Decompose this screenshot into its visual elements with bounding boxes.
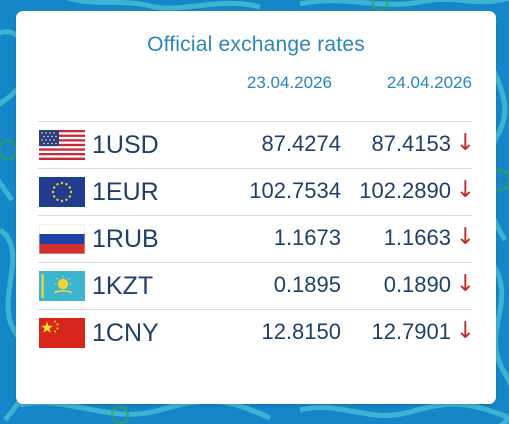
arrow-down-icon: ↓ — [455, 224, 475, 250]
rate-previous: 12.8150 — [261, 319, 341, 344]
rates-table: 1USD 87.4274 87.4153 ↓ 1EUR 102.7534 — [38, 121, 475, 356]
rate-row-usd: 1USD 87.4274 87.4153 ↓ — [38, 121, 475, 168]
rate-current: 87.4153 — [371, 131, 451, 156]
currency-code: 1CNY — [92, 319, 159, 347]
rate-row-cny: 1CNY 12.8150 12.7901 ↓ — [38, 309, 475, 356]
flag-kz-icon — [39, 271, 85, 301]
rate-previous: 87.4274 — [261, 131, 341, 156]
rate-previous: 1.1673 — [273, 225, 341, 250]
date-column-current: 24.04.2026 — [386, 73, 472, 92]
rate-row-kzt: 1KZT 0.1895 0.1890 ↓ — [38, 262, 475, 309]
arrow-down-icon: ↓ — [455, 271, 475, 297]
flag-cn-icon — [39, 318, 85, 348]
rate-row-rub: 1RUB 1.1673 1.1663 ↓ — [38, 215, 475, 262]
arrow-down-icon: ↓ — [455, 318, 475, 344]
currency-code: 1RUB — [92, 225, 159, 253]
widget-title: Official exchange rates — [147, 33, 365, 56]
flag-us-icon — [39, 130, 85, 160]
arrow-down-icon: ↓ — [455, 177, 475, 203]
rate-current: 12.7901 — [371, 319, 451, 344]
flag-ru-icon — [39, 224, 85, 254]
currency-code: 1USD — [92, 131, 159, 159]
currency-code: 1EUR — [92, 178, 159, 206]
rate-previous: 102.7534 — [249, 178, 341, 203]
exchange-rates-card: Official exchange rates 23.04.2026 24.04… — [16, 11, 496, 404]
arrow-down-icon: ↓ — [455, 130, 475, 156]
date-column-previous: 23.04.2026 — [246, 73, 332, 92]
flag-eu-icon — [39, 177, 85, 207]
rate-previous: 0.1895 — [273, 272, 341, 297]
rate-current: 102.2890 — [359, 178, 451, 203]
currency-code: 1KZT — [92, 272, 154, 300]
rate-current: 0.1890 — [383, 272, 451, 297]
rate-current: 1.1663 — [383, 225, 451, 250]
rate-row-eur: 1EUR 102.7534 102.2890 ↓ — [38, 168, 475, 215]
